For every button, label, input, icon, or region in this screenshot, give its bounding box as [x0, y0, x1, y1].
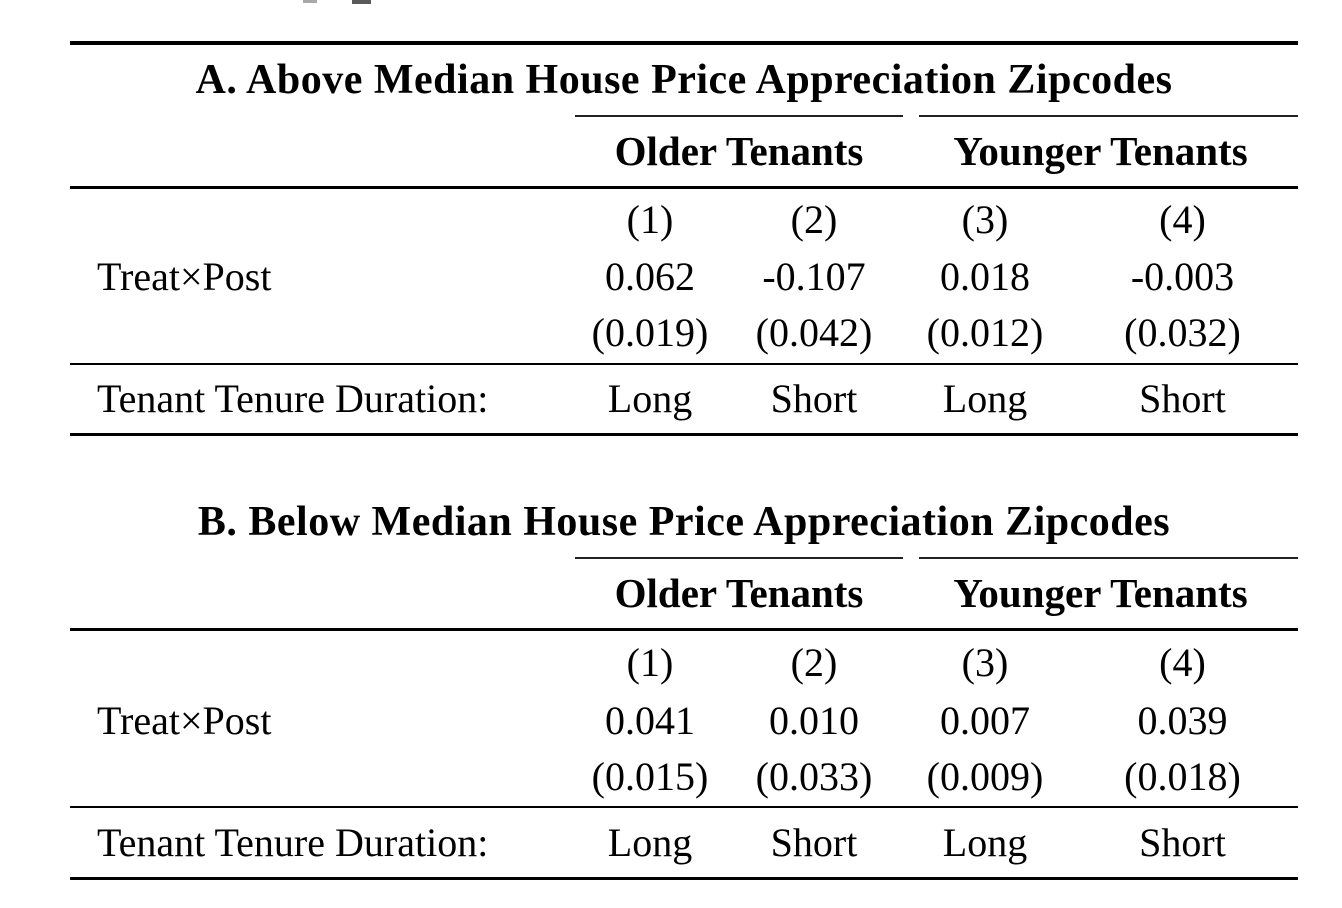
coefficient-col3: 0.018: [940, 254, 1030, 299]
stderr-col2: (0.033): [755, 753, 873, 799]
cropped-text-fragment: [352, 0, 371, 4]
column-numbers-row: (1) (2) (3) (4): [70, 189, 1298, 251]
coefficient-row: Treat×Post 0.041 0.010 0.007 0.039: [70, 695, 1298, 747]
tenure-duration-label: Tenant Tenure Duration:: [97, 376, 489, 421]
stderr-col4: (0.018): [1124, 753, 1241, 799]
stderr-col4: (0.032): [1124, 310, 1241, 355]
row-label-treat-x-post: Treat×Post: [97, 698, 272, 743]
panel-b: B. Below Median House Price Appreciation…: [70, 486, 1298, 880]
column-number-2: (2): [790, 640, 838, 685]
coefficient-col4: -0.003: [1130, 254, 1235, 299]
group-header-younger-tenants: Younger Tenants: [953, 570, 1248, 616]
panel-a-title: A. Above Median House Price Appreciation…: [195, 57, 1173, 103]
stderr-row: (0.015) (0.033) (0.009) (0.018): [70, 747, 1298, 806]
column-number-1: (1): [626, 640, 674, 685]
column-numbers-row: (1) (2) (3) (4): [70, 631, 1298, 695]
coefficient-col1: 0.041: [605, 698, 695, 743]
coefficient-col1: 0.062: [605, 254, 695, 299]
mid-rule: [70, 363, 1298, 365]
cmidrule-row: [70, 557, 1298, 559]
tenure-value-col1: Long: [607, 819, 693, 865]
tenure-value-col2: Short: [770, 819, 858, 865]
group-header-older-tenants: Older Tenants: [614, 128, 864, 174]
coefficient-col2: 0.010: [769, 698, 859, 743]
column-number-1: (1): [626, 197, 674, 242]
stderr-row: (0.019) (0.042) (0.012) (0.032): [70, 303, 1298, 363]
column-number-2: (2): [790, 197, 838, 242]
coefficient-row: Treat×Post 0.062 -0.107 0.018 -0.003: [70, 251, 1298, 303]
tenure-value-col4: Short: [1139, 376, 1226, 421]
coefficient-col3: 0.007: [940, 698, 1030, 743]
top-rule: [70, 41, 1298, 45]
cmidrule-younger: [919, 115, 1298, 117]
group-header-row: Older Tenants Younger Tenants: [70, 559, 1298, 628]
tenure-duration-label: Tenant Tenure Duration:: [97, 819, 489, 865]
bottom-rule: [70, 877, 1298, 880]
header-rule: [70, 628, 1298, 631]
bottom-rule: [70, 433, 1298, 436]
stderr-col1: (0.015): [591, 753, 709, 799]
cmidrule-younger: [919, 557, 1298, 559]
cmidrule-older: [575, 557, 903, 559]
coefficient-col2: -0.107: [762, 254, 866, 299]
tenure-value-col3: Long: [942, 819, 1028, 865]
cropped-text-fragment: [303, 0, 317, 3]
coefficient-col4: 0.039: [1137, 698, 1228, 743]
column-number-4: (4): [1159, 197, 1206, 242]
tenure-value-col4: Short: [1139, 819, 1226, 865]
column-number-4: (4): [1159, 640, 1206, 685]
group-header-row: Older Tenants Younger Tenants: [70, 117, 1298, 186]
tenure-row: Tenant Tenure Duration: Long Short Long …: [70, 808, 1298, 877]
stderr-col1: (0.019): [591, 310, 709, 355]
tenure-value-col2: Short: [770, 376, 858, 421]
group-header-older-tenants: Older Tenants: [614, 570, 864, 616]
cmidrule-older: [575, 115, 903, 117]
row-label-treat-x-post: Treat×Post: [97, 254, 272, 299]
tenure-value-col1: Long: [607, 376, 693, 421]
stderr-col3: (0.012): [926, 310, 1044, 355]
panel-b-title: B. Below Median House Price Appreciation…: [197, 498, 1171, 545]
panel-a: A. Above Median House Price Appreciation…: [70, 41, 1298, 436]
cmidrule-row: [70, 115, 1298, 117]
tenure-row: Tenant Tenure Duration: Long Short Long …: [70, 365, 1298, 433]
group-header-younger-tenants: Younger Tenants: [953, 128, 1248, 174]
header-rule: [70, 186, 1298, 189]
column-number-3: (3): [961, 197, 1009, 242]
stderr-col2: (0.042): [755, 310, 873, 355]
column-number-3: (3): [961, 640, 1009, 685]
stderr-col3: (0.009): [926, 753, 1044, 799]
tenure-value-col3: Long: [942, 376, 1028, 421]
mid-rule: [70, 806, 1298, 808]
